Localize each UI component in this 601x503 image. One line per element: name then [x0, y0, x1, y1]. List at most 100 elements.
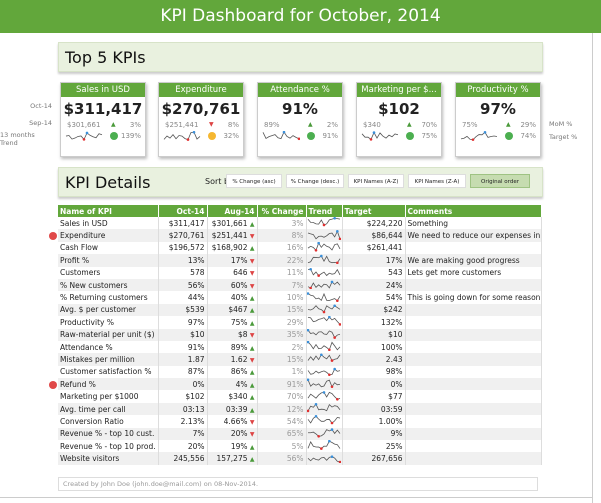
- table-row[interactable]: Customers 578 646 ▼ 11% 543 Lets get mor…: [58, 266, 542, 279]
- kpi-comment[interactable]: [405, 365, 542, 379]
- kpi-previous: 75% ▲: [207, 316, 258, 329]
- col-current[interactable]: Oct-14: [158, 205, 208, 217]
- sort-change-desc-button[interactable]: % Change (desc.): [286, 174, 344, 188]
- sparkline: [307, 267, 340, 277]
- table-row[interactable]: Profit % 13% 17% ▼ 22% 17% We are making…: [58, 254, 542, 267]
- kpi-trend: [306, 291, 343, 304]
- kpi-trend: [306, 241, 343, 255]
- table-row[interactable]: % New customers 56% 60% ▼ 7% 24%: [58, 278, 542, 292]
- col-previous[interactable]: Aug-14: [207, 205, 258, 217]
- kpi-card[interactable]: Productivity % 97% 75% ▲ 29% 74%: [455, 82, 541, 157]
- kpi-card-mom: 8%: [227, 121, 239, 129]
- kpi-current: 245,556: [158, 452, 208, 465]
- up-arrow-icon: ▲: [249, 295, 255, 303]
- kpi-comment[interactable]: [405, 378, 542, 391]
- table-row[interactable]: Revenue % - top 10 prod. 20% 19% ▲ 5% 25…: [58, 440, 542, 453]
- kpi-target: $77: [342, 390, 406, 403]
- kpi-previous: $301,661 ▲: [207, 217, 258, 230]
- kpi-previous: 20% ▼: [207, 427, 258, 441]
- kpi-name: Refund %: [58, 378, 159, 391]
- kpi-comment[interactable]: [405, 278, 542, 292]
- table-row[interactable]: Attendance % 91% 89% ▲ 2% 100%: [58, 340, 542, 354]
- kpi-comment[interactable]: [405, 316, 542, 329]
- table-row[interactable]: Raw-material per unit ($) $10 $8 ▼ 35% $…: [58, 328, 542, 341]
- kpi-change: 16%: [257, 241, 307, 255]
- table-row[interactable]: Conversion Ratio 2.13% 4.66% ▼ 54% 1.00%: [58, 415, 542, 428]
- kpi-comment[interactable]: [405, 328, 542, 341]
- kpi-name: Expenditure: [58, 229, 159, 242]
- sparkline: [307, 353, 340, 363]
- col-comments[interactable]: Comments: [405, 205, 542, 217]
- kpi-target: $224,220: [342, 217, 406, 230]
- kpi-change: 1%: [257, 365, 307, 379]
- table-row[interactable]: % Returning customers 44% 40% ▲ 10% 54% …: [58, 291, 542, 304]
- table-row[interactable]: Avg. $ per customer $539 $467 ▲ 15% $242: [58, 303, 542, 317]
- sort-name-az-button[interactable]: KPI Names (A-Z): [348, 174, 404, 188]
- kpi-comment[interactable]: Lets get more customers: [405, 266, 542, 279]
- kpi-trend: [306, 217, 343, 230]
- kpi-comment[interactable]: This is going down for some reason: [405, 291, 542, 304]
- col-change[interactable]: % Change: [257, 205, 307, 217]
- table-row[interactable]: Mistakes per million 1.87 1.62 ▼ 15% 2.4…: [58, 353, 542, 366]
- current-label: Oct-14: [30, 102, 52, 110]
- table-row[interactable]: Marketing per $1000 $102 $340 ▲ 70% $77: [58, 390, 542, 403]
- sparkline-high: [314, 415, 317, 419]
- sort-name-za-button[interactable]: KPI Names (Z-A): [408, 174, 466, 188]
- sparkline-low: [330, 385, 333, 389]
- table-row[interactable]: Productivity % 97% 75% ▲ 29% 132%: [58, 316, 542, 329]
- kpi-card[interactable]: Attendance % 91% 89% ▲ 2% 91%: [257, 82, 343, 157]
- sparkline-high: [332, 367, 336, 371]
- table-row[interactable]: Sales in USD $311,417 $301,661 ▲ 3% $224…: [58, 217, 542, 230]
- col-trend[interactable]: Trend: [306, 205, 343, 217]
- kpi-comment[interactable]: [405, 427, 542, 441]
- kpi-comment[interactable]: [405, 440, 542, 453]
- sort-label: Sort by:: [205, 177, 236, 186]
- kpi-table: Name of KPI Oct-14 Aug-14 % Change Trend…: [58, 205, 542, 465]
- col-name[interactable]: Name of KPI: [58, 205, 159, 217]
- kpi-card[interactable]: Sales in USD $311,417 $301,661 ▲ 3% 139%: [60, 82, 146, 157]
- table-row[interactable]: Refund % 0% 4% ▲ 91% 0%: [58, 378, 542, 391]
- sort-original-button[interactable]: Original order: [470, 174, 530, 188]
- sparkline-low: [314, 248, 317, 252]
- kpi-current: 13%: [158, 254, 208, 267]
- sort-change-asc-button[interactable]: % Change (asc): [226, 174, 282, 188]
- table-row[interactable]: Revenue % - top 10 cust. 7% 20% ▼ 65% 9%: [58, 427, 542, 441]
- kpi-target: 0%: [342, 378, 406, 391]
- table-row[interactable]: Expenditure $270,761 $251,441 ▼ 8% $86,6…: [58, 229, 542, 242]
- section-title: KPI Details: [65, 173, 151, 192]
- sparkline-high: [314, 403, 317, 406]
- kpi-target: 267,656: [342, 452, 406, 465]
- sparkline-high: [306, 291, 309, 295]
- kpi-comment[interactable]: We are making good progress: [405, 254, 542, 267]
- table-row[interactable]: Avg. time per call 03:13 03:39 ▲ 12% 03:…: [58, 402, 542, 416]
- kpi-name: Cash Flow: [58, 241, 159, 255]
- table-row[interactable]: Cash Flow $196,572 $168,902 ▲ 16% $261,4…: [58, 241, 542, 255]
- kpi-current: 91%: [158, 340, 208, 354]
- kpi-comment[interactable]: [405, 340, 542, 354]
- kpi-comment[interactable]: Something: [405, 217, 542, 230]
- sparkline-high: [327, 316, 331, 319]
- kpi-card[interactable]: Marketing per $... $102 $340 ▲ 70% 75%: [356, 82, 442, 157]
- kpi-comment[interactable]: [405, 353, 542, 366]
- table-row[interactable]: Customer satisfaction % 87% 86% ▲ 1% 98%: [58, 365, 542, 379]
- kpi-target: 9%: [342, 427, 406, 441]
- kpi-comment[interactable]: [405, 241, 542, 255]
- kpi-comment[interactable]: [405, 390, 542, 403]
- kpi-comment[interactable]: [405, 415, 542, 428]
- sparkline: [306, 403, 340, 413]
- kpi-target: $10: [342, 328, 406, 341]
- kpi-change: 22%: [257, 254, 307, 267]
- kpi-comment[interactable]: [405, 452, 542, 465]
- col-target[interactable]: Target: [342, 205, 406, 217]
- table-row[interactable]: Website visitors 245,556 157,275 ▲ 56% 2…: [58, 452, 542, 465]
- sparkline: [307, 367, 340, 376]
- kpi-change: 8%: [257, 229, 307, 242]
- kpi-comment[interactable]: [405, 402, 542, 416]
- kpi-card[interactable]: Expenditure $270,761 $251,441 ▼ 8% 32%: [158, 82, 244, 157]
- sparkline: [361, 131, 399, 141]
- sparkline-high: [332, 304, 336, 307]
- kpi-comment[interactable]: [405, 303, 542, 317]
- kpi-change: 2%: [257, 340, 307, 354]
- up-arrow-icon: ▲: [249, 443, 255, 451]
- kpi-comment[interactable]: We need to reduce our expenses in Q3: [405, 229, 542, 242]
